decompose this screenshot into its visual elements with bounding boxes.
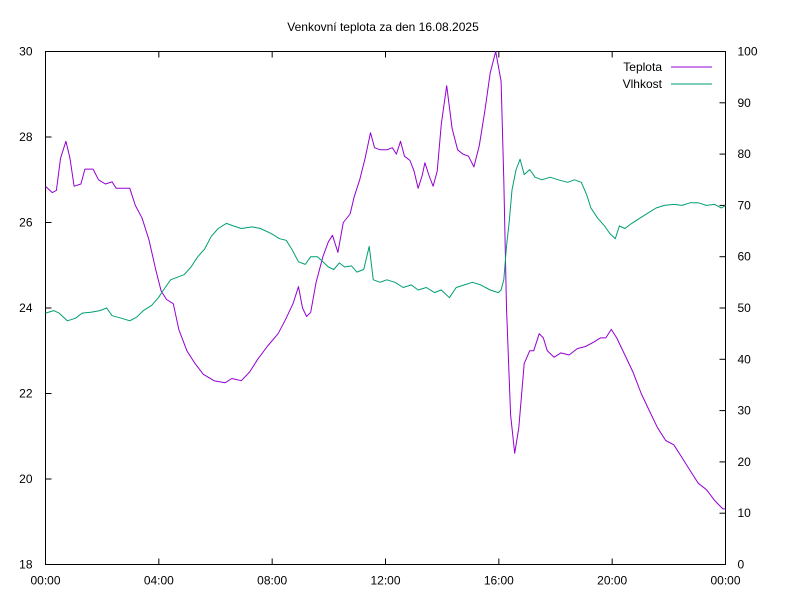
right-tick-label: 40 (738, 352, 752, 366)
right-tick-label: 70 (738, 198, 752, 212)
right-tick-label: 30 (738, 404, 752, 418)
left-tick-label: 20 (19, 472, 33, 486)
x-tick-label: 12:00 (370, 574, 400, 588)
left-tick-label: 26 (19, 216, 33, 230)
left-tick-label: 30 (19, 45, 33, 59)
series-line-vlhkost (45, 158, 726, 322)
right-tick-label: 10 (738, 506, 752, 520)
right-tick-label: 80 (738, 147, 752, 161)
left-tick-label: 28 (19, 130, 33, 144)
x-tick-label: 00:00 (710, 574, 740, 588)
legend: Teplota Vlhkost (623, 60, 712, 91)
right-axis: 0 10 20 30 40 50 60 70 80 90 100 (719, 45, 758, 572)
x-tick-label: 00:00 (30, 574, 60, 588)
left-tick-label: 24 (19, 301, 33, 315)
right-tick-label: 90 (738, 96, 752, 110)
x-tick-label: 16:00 (484, 574, 514, 588)
x-axis: 00:00 04:00 08:00 12:00 16:00 20:00 00:00 (30, 51, 741, 588)
series-line-teplota (45, 51, 726, 510)
series-layer (45, 51, 726, 510)
left-tick-label: 22 (19, 387, 33, 401)
x-tick-label: 08:00 (257, 574, 287, 588)
right-tick-label: 20 (738, 455, 752, 469)
right-tick-label: 100 (738, 45, 758, 59)
legend-label-vlhkost: Vlhkost (623, 77, 663, 91)
x-tick-label: 04:00 (144, 574, 174, 588)
chart-title: Venkovní teplota za den 16.08.2025 (287, 20, 479, 34)
left-axis: 18 20 22 24 26 28 30 (19, 45, 52, 572)
legend-label-teplota: Teplota (623, 60, 662, 74)
x-tick-label: 20:00 (597, 574, 627, 588)
left-tick-label: 18 (19, 558, 33, 572)
right-tick-label: 0 (738, 558, 745, 572)
right-tick-label: 60 (738, 250, 752, 264)
right-tick-label: 50 (738, 301, 752, 315)
